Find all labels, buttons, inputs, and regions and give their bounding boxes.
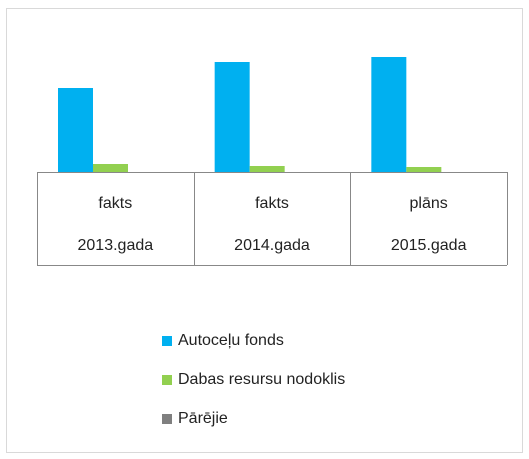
x-tick-label: fakts bbox=[255, 195, 289, 212]
bar bbox=[371, 57, 407, 172]
legend-swatch bbox=[162, 414, 172, 424]
legend-label: Autoceļu fonds bbox=[178, 332, 284, 349]
chart-border bbox=[6, 8, 523, 453]
legend-label: Dabas resursu nodoklis bbox=[178, 371, 345, 388]
bar bbox=[58, 88, 93, 172]
x-group-label: 2014.gada bbox=[234, 237, 310, 254]
bar bbox=[93, 164, 128, 172]
x-tick-label: fakts bbox=[98, 195, 132, 212]
legend-swatch bbox=[162, 375, 172, 385]
legend-label: Pārējie bbox=[178, 410, 228, 427]
bar bbox=[406, 167, 442, 172]
x-tick-label: plāns bbox=[410, 195, 448, 212]
x-group-label: 2015.gada bbox=[391, 237, 467, 254]
bar bbox=[249, 166, 285, 172]
bar bbox=[214, 62, 250, 172]
x-group-label: 2013.gada bbox=[78, 237, 154, 254]
legend-swatch bbox=[162, 336, 172, 346]
